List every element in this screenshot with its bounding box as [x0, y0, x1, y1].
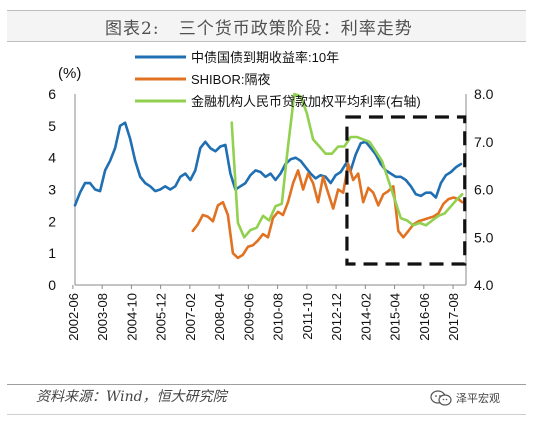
x-axis-tick-label: 2017-08 [446, 293, 461, 341]
x-axis-tick-label: 2002-06 [66, 293, 81, 341]
right-axis-tick-label: 7.0 [474, 134, 494, 150]
x-axis-tick-label: 2014-02 [358, 293, 373, 341]
legend-label-1: 中债国债到期收益率:10年 [191, 50, 339, 65]
source-note: 资料来源：Wind，恒大研究院 [36, 389, 227, 405]
chart-title: 图表2: 三个货币政策阶段：利率走势 [105, 19, 413, 39]
x-axis-tick-label: 2009-06 [241, 293, 256, 341]
right-axis-tick-label: 4.0 [474, 277, 494, 293]
right-axis-tick-label: 8.0 [474, 86, 494, 102]
x-axis-tick-label: 2010-08 [271, 293, 286, 341]
x-axis-tick-label: 2004-10 [124, 293, 139, 341]
right-axis-tick-label: 5.0 [474, 229, 494, 245]
legend-label-3: 金融机构人民币贷款加权平均利率(右轴) [191, 94, 421, 109]
footer-divider [7, 384, 526, 385]
left-axis-tick-label: 3 [48, 182, 56, 198]
series-line-2 [191, 162, 464, 260]
legend-label-2: SHIBOR:隔夜 [191, 72, 270, 87]
wechat-icon [430, 390, 452, 406]
series-line-1 [73, 121, 463, 207]
bottom-divider [7, 414, 526, 415]
x-axis-tick-label: 2012-12 [329, 293, 344, 341]
x-axis-tick-label: 2011-10 [300, 293, 315, 340]
x-axis-tick-label: 2003-08 [95, 293, 110, 341]
x-axis-tick-label: 2015-04 [388, 293, 403, 341]
brand-badge: 泽平宏观 [430, 389, 500, 407]
left-axis-tick-label: 2 [48, 213, 56, 229]
x-axis-tick-label: 2008-04 [212, 293, 227, 341]
unit-label: (%) [58, 65, 81, 82]
x-axis-tick-label: 2016-06 [417, 293, 432, 341]
brand-label: 泽平宏观 [456, 392, 500, 405]
left-axis-tick-label: 1 [48, 245, 56, 261]
left-axis-tick-label: 6 [48, 86, 56, 102]
series-line-3 [230, 92, 464, 239]
title-bar: 图表2: 三个货币政策阶段：利率走势 [7, 10, 526, 42]
x-axis-tick-label: 2005-12 [154, 293, 169, 341]
x-axis-tick-label: 2007-02 [183, 293, 198, 341]
left-axis-tick-label: 5 [48, 118, 56, 134]
left-axis-tick-label: 4 [48, 150, 56, 166]
left-axis-tick-label: 0 [48, 277, 56, 293]
right-axis-tick-label: 6.0 [474, 182, 494, 198]
